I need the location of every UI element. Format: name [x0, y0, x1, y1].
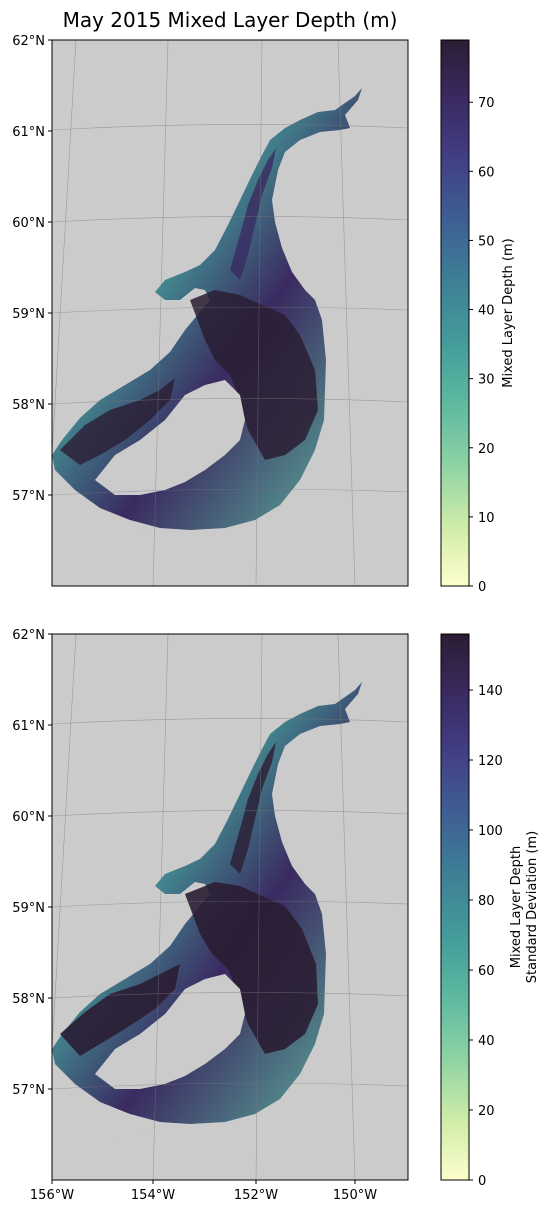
colorbar-tick-label: 0	[478, 1174, 486, 1189]
lon-label-152: 152°W	[234, 1188, 278, 1203]
lat-ticks-top: 62°N 61°N 60°N 59°N 58°N 57°N	[12, 34, 52, 504]
colorbar-tick-label: 80	[478, 894, 495, 909]
mld-sd-channel	[230, 742, 276, 874]
colorbar-bottom: 0 20 40 60 80 100 120 140 Mixed Layer Depth Sta…	[440, 633, 540, 1189]
colorbar-tick-label: 100	[478, 824, 503, 839]
colorbar-tick-label: 20	[478, 442, 495, 457]
colorbar-tick-label: 0	[478, 580, 486, 595]
colorbar-tick-label: 20	[478, 1104, 495, 1119]
lat-ticks-bottom: 62°N 61°N 60°N 59°N 58°N 57°N	[12, 628, 52, 1098]
mld-sd-southwest-band	[60, 964, 180, 1056]
lat-label-58: 58°N	[12, 992, 45, 1007]
lat-label-59: 59°N	[12, 307, 45, 322]
colorbar-bottom-gradient	[440, 633, 470, 1181]
lon-label-150: 150°W	[333, 1188, 377, 1203]
lon-ticks-bottom: 156°W 154°W 152°W 150°W	[30, 1180, 377, 1203]
colorbar-tick-label: 60	[478, 165, 495, 180]
colorbar-tick-label: 60	[478, 964, 495, 979]
graticule-lines	[51, 633, 409, 1181]
colorbar-tick-label: 140	[478, 684, 503, 699]
lat-label-61: 61°N	[12, 125, 45, 140]
lat-label-62: 62°N	[12, 34, 45, 49]
kodiak-island	[95, 974, 245, 1089]
colorbar-tick-label: 40	[478, 1034, 495, 1049]
small-island	[115, 534, 160, 552]
mld-channel	[230, 148, 276, 280]
mld-deep-core	[190, 290, 318, 460]
colorbar-tick-label: 10	[478, 511, 495, 526]
lat-label-59: 59°N	[12, 901, 45, 916]
small-island	[115, 1128, 160, 1146]
colorbar-tick-label: 50	[478, 234, 495, 249]
colorbar-tick-label: 70	[478, 96, 495, 111]
lon-label-154: 154°W	[131, 1188, 175, 1203]
map-panel-top	[51, 39, 409, 587]
lat-label-60: 60°N	[12, 216, 45, 231]
colorbar-tick-label: 30	[478, 373, 495, 388]
lat-label-60: 60°N	[12, 810, 45, 825]
kodiak-island	[95, 380, 245, 495]
colorbar-top: 0 10 20 30 40 50 60 70 Mixed Layer Depth (m)	[440, 39, 516, 595]
figure-title: May 2015 Mixed Layer Depth (m)	[62, 8, 398, 32]
lat-label-57: 57°N	[12, 1083, 45, 1098]
colorbar-bottom-label-line2: Standard Deviation (m)	[525, 831, 540, 983]
colorbar-tick-label: 120	[478, 754, 503, 769]
colorbar-top-gradient	[440, 39, 470, 587]
lon-label-156: 156°W	[30, 1188, 74, 1203]
map-panel-bottom	[51, 633, 409, 1181]
colorbar-top-label: Mixed Layer Depth (m)	[501, 238, 516, 387]
lat-label-61: 61°N	[12, 719, 45, 734]
lat-label-58: 58°N	[12, 398, 45, 413]
colorbar-tick-label: 40	[478, 304, 495, 319]
lat-label-57: 57°N	[12, 489, 45, 504]
colorbar-bottom-label-line1: Mixed Layer Depth	[509, 846, 524, 968]
mld-sd-deep-core	[185, 882, 318, 1054]
graticule-lines	[51, 39, 409, 587]
lat-label-62: 62°N	[12, 628, 45, 643]
